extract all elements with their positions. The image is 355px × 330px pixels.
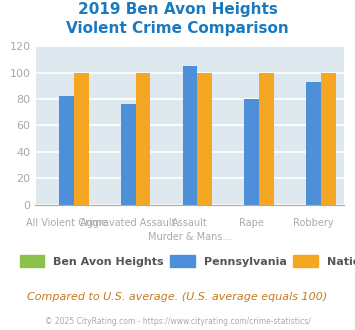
Bar	[321, 73, 336, 205]
Text: © 2025 CityRating.com - https://www.cityrating.com/crime-statistics/: © 2025 CityRating.com - https://www.city…	[45, 317, 310, 326]
Bar	[136, 73, 151, 205]
Bar	[59, 96, 74, 205]
Bar	[259, 73, 274, 205]
Text: All Violent Crime: All Violent Crime	[26, 218, 107, 228]
Text: Assault: Assault	[172, 218, 208, 228]
Legend: Ben Avon Heights, Pennsylvania, National: Ben Avon Heights, Pennsylvania, National	[20, 255, 355, 267]
Bar	[121, 104, 136, 205]
Bar	[306, 82, 321, 205]
Bar	[197, 73, 212, 205]
Bar	[244, 99, 259, 205]
Text: Violent Crime Comparison: Violent Crime Comparison	[66, 21, 289, 36]
Text: Robbery: Robbery	[293, 218, 334, 228]
Bar	[182, 66, 197, 205]
Bar	[74, 73, 89, 205]
Text: 2019 Ben Avon Heights: 2019 Ben Avon Heights	[77, 2, 278, 16]
Text: Rape: Rape	[239, 218, 264, 228]
Text: Murder & Mans...: Murder & Mans...	[148, 232, 232, 242]
Text: Compared to U.S. average. (U.S. average equals 100): Compared to U.S. average. (U.S. average …	[27, 292, 328, 302]
Text: Aggravated Assault: Aggravated Assault	[80, 218, 176, 228]
